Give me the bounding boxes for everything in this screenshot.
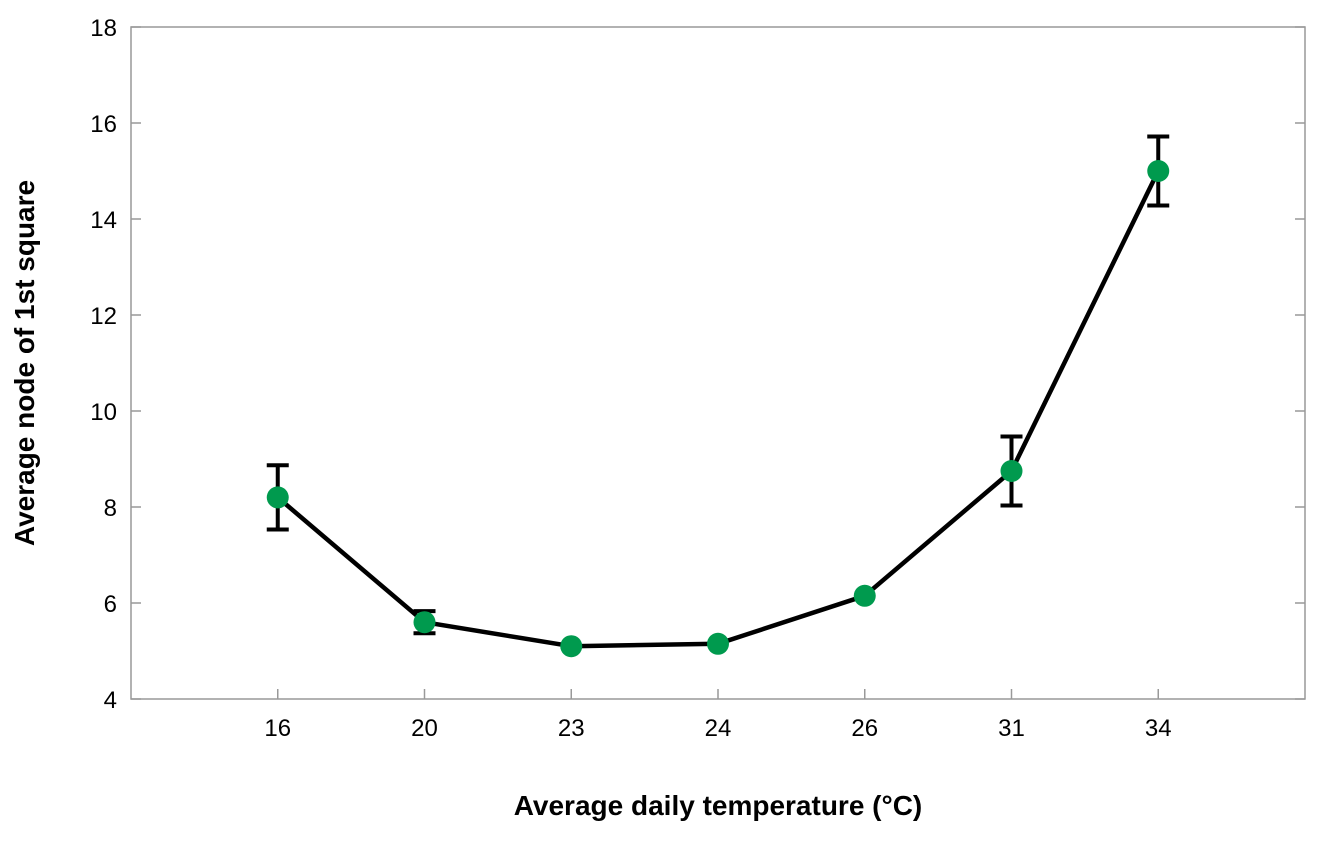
y-tick-label: 10 (90, 399, 117, 426)
data-point (1000, 460, 1023, 482)
y-axis-label: Average node of 1st square (9, 180, 40, 546)
x-tick-label: 16 (264, 715, 291, 742)
plot-frame (130, 26, 1306, 700)
x-tick-label: 20 (411, 715, 438, 742)
y-tick-label: 4 (104, 687, 117, 714)
x-tick-label: 34 (1145, 715, 1172, 742)
y-tick-label: 14 (90, 207, 117, 234)
x-tick-label: 23 (558, 715, 585, 742)
data-point (266, 486, 289, 509)
y-tick-label: 8 (104, 495, 117, 522)
data-point (853, 584, 876, 607)
y-tick-label: 6 (104, 591, 117, 618)
x-tick-label: 24 (705, 715, 732, 742)
y-tick-label: 12 (90, 303, 117, 330)
y-tick-label: 16 (90, 111, 117, 138)
data-point (413, 611, 436, 634)
data-point (707, 632, 729, 655)
x-axis-label: Average daily temperature (°C) (514, 790, 923, 821)
series-line (276, 170, 1161, 649)
x-tick-label: 31 (998, 715, 1025, 742)
data-point (1147, 160, 1170, 182)
y-tick-label: 18 (90, 15, 117, 42)
data-point (560, 635, 583, 658)
x-tick-label: 26 (851, 715, 878, 742)
